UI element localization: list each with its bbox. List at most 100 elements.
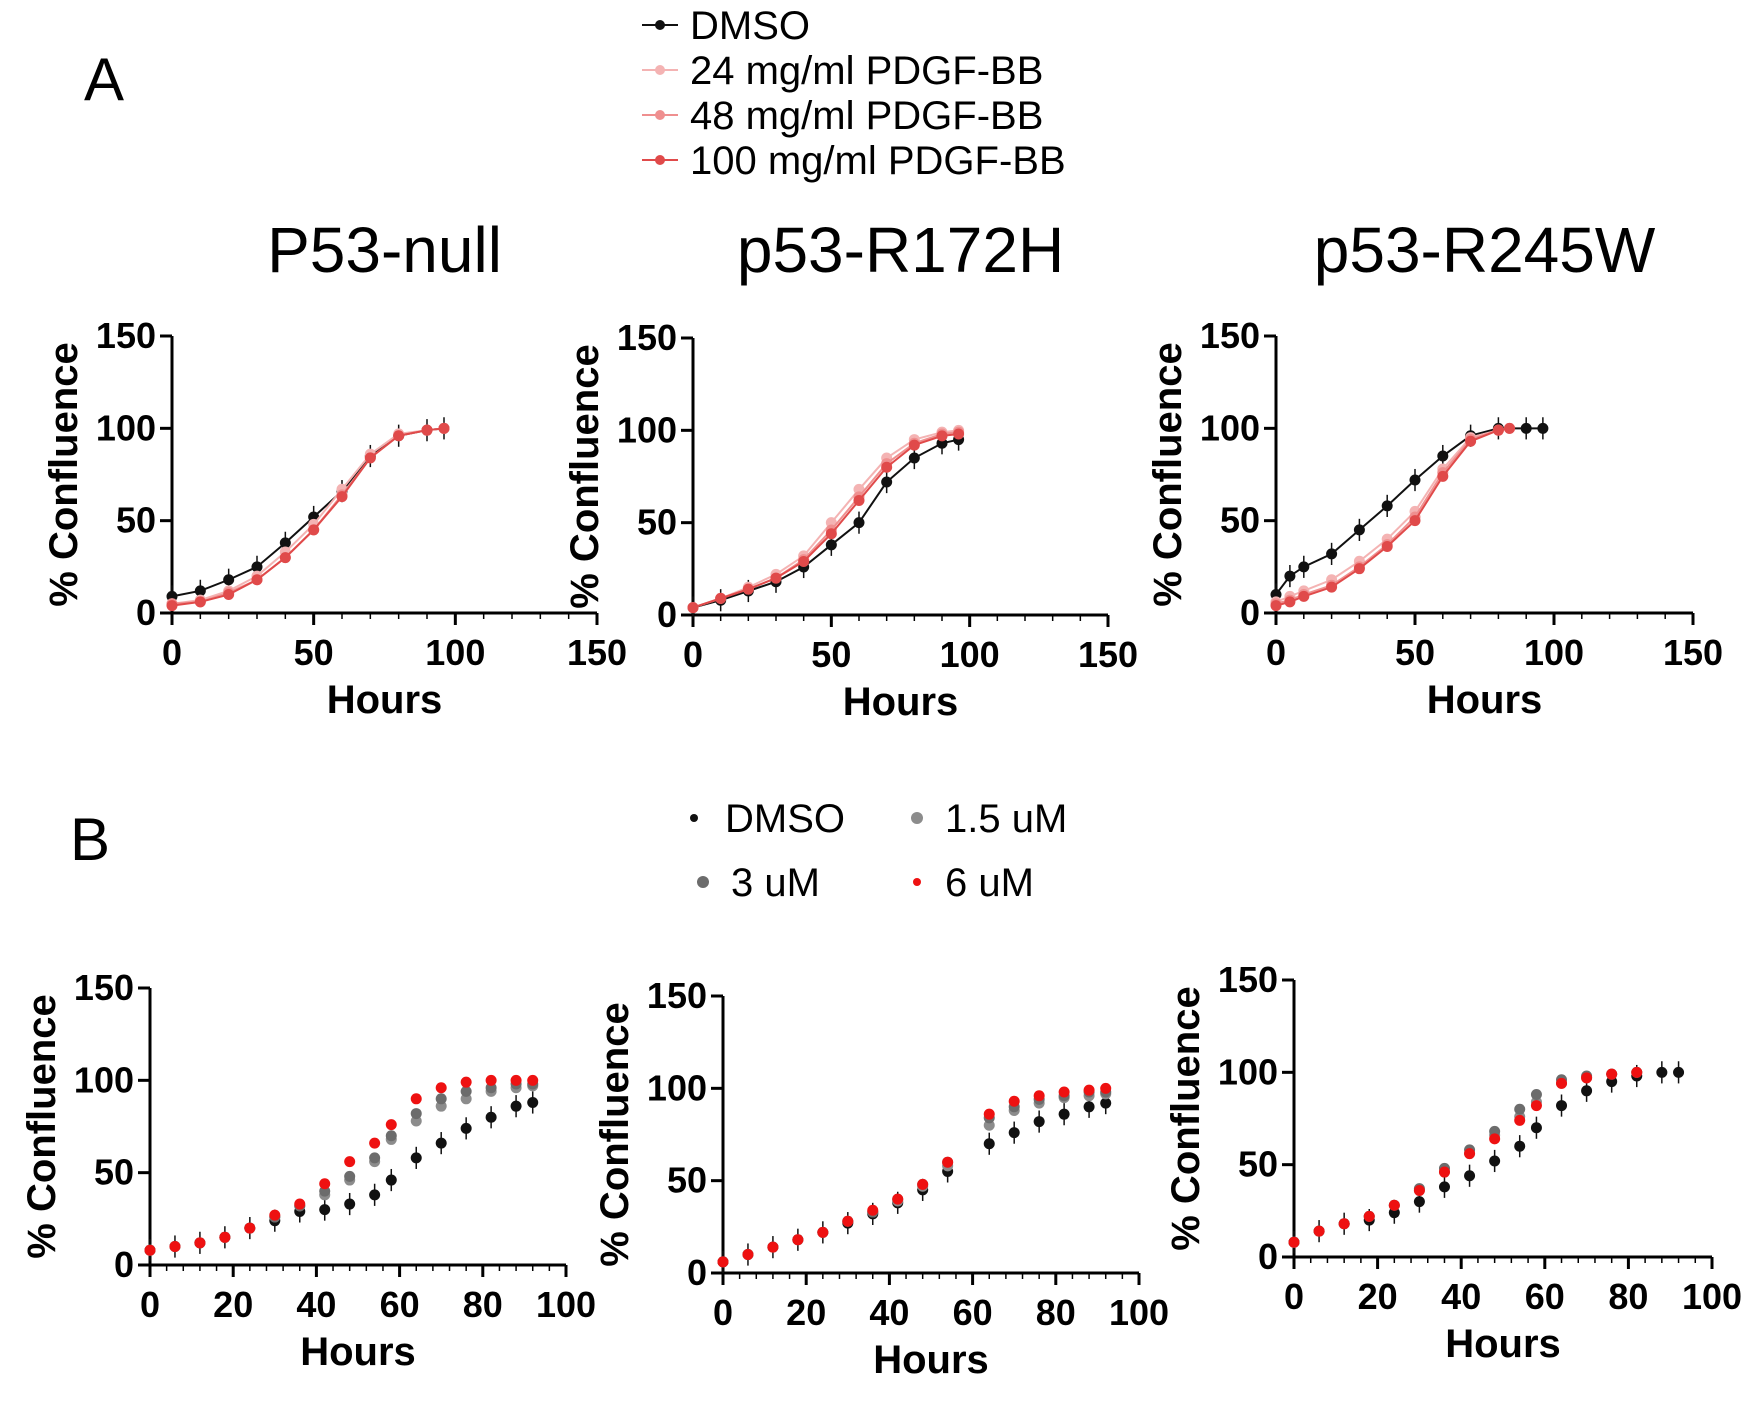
y-tick-label: 100 bbox=[74, 1059, 134, 1100]
x-tick-label: 20 bbox=[786, 1292, 826, 1333]
legend-a-item-dmso: DMSO bbox=[642, 4, 810, 48]
series-line bbox=[692, 438, 959, 609]
series-48-mg-ml-pdgf-bb bbox=[1270, 422, 1516, 610]
data-point bbox=[485, 1074, 497, 1086]
x-tick-label: 80 bbox=[1608, 1276, 1648, 1317]
data-point bbox=[853, 495, 865, 507]
data-point bbox=[344, 1198, 356, 1210]
data-point bbox=[687, 602, 699, 614]
data-point bbox=[942, 1156, 954, 1168]
y-axis-label: % Confluence bbox=[593, 1002, 637, 1266]
series-line bbox=[1275, 427, 1510, 603]
data-point bbox=[364, 452, 376, 464]
series-24-mg-ml-pdgf-bb bbox=[166, 422, 450, 610]
data-point bbox=[385, 1130, 397, 1142]
x-tick-label: 0 bbox=[683, 634, 703, 675]
data-point bbox=[742, 1249, 754, 1261]
data-point bbox=[1284, 596, 1296, 608]
data-point bbox=[1083, 1084, 1095, 1096]
chart-1: P53-null 0 50 100 150 0 50 100 150 Hours % Conflue… bbox=[42, 214, 627, 722]
chart-5: 0 50 100 150 0 20 40 60 80 100 Hours % Confluence bbox=[593, 975, 1169, 1382]
legend-b-marker-3 bbox=[697, 876, 709, 888]
data-point bbox=[1514, 1140, 1526, 1152]
y-tick-label: 0 bbox=[1258, 1236, 1278, 1277]
data-point bbox=[1537, 422, 1549, 434]
data-point bbox=[410, 1108, 422, 1120]
legend-a-label-100: 100 mg/ml PDGF-BB bbox=[690, 139, 1066, 183]
data-point bbox=[279, 552, 291, 564]
series-100-mg-ml-pdgf-bb bbox=[1270, 422, 1516, 612]
data-point bbox=[166, 600, 178, 612]
data-point bbox=[1464, 1170, 1476, 1182]
data-point bbox=[715, 592, 727, 604]
data-point bbox=[369, 1152, 381, 1164]
data-point bbox=[717, 1256, 729, 1268]
data-point bbox=[223, 589, 235, 601]
data-point bbox=[369, 1137, 381, 1149]
data-point bbox=[410, 1152, 422, 1164]
data-point bbox=[369, 1189, 381, 1201]
x-tick-label: 150 bbox=[567, 632, 627, 673]
legend-a-marker-24 bbox=[655, 65, 665, 75]
legend-b-marker-dmso bbox=[690, 814, 698, 822]
x-tick-label: 0 bbox=[140, 1284, 160, 1325]
x-tick-label: 100 bbox=[536, 1284, 596, 1325]
data-point bbox=[1581, 1085, 1593, 1097]
series-48-mg-ml-pdgf-bb bbox=[166, 422, 450, 610]
data-point bbox=[867, 1204, 879, 1216]
series-dmso bbox=[687, 428, 965, 619]
y-tick-label: 0 bbox=[136, 592, 156, 633]
data-point bbox=[1492, 424, 1504, 436]
data-point bbox=[1313, 1225, 1325, 1237]
data-point bbox=[460, 1122, 472, 1134]
data-point bbox=[1409, 474, 1421, 486]
x-tick-label: 80 bbox=[1036, 1292, 1076, 1333]
legend-a-marker-100 bbox=[655, 155, 665, 165]
data-point bbox=[1008, 1095, 1020, 1107]
series-line bbox=[171, 427, 445, 607]
legend-a-item-100: 100 mg/ml PDGF-BB bbox=[642, 139, 1066, 183]
series-line bbox=[171, 427, 445, 605]
data-point bbox=[460, 1085, 472, 1097]
x-tick-label: 80 bbox=[463, 1284, 503, 1325]
x-axis-label: Hours bbox=[873, 1338, 989, 1382]
series-line bbox=[171, 427, 445, 598]
data-point bbox=[1298, 561, 1310, 573]
series-3-um bbox=[144, 1078, 539, 1256]
data-point bbox=[908, 439, 920, 451]
series-line bbox=[1275, 427, 1510, 605]
data-point bbox=[1581, 1072, 1593, 1084]
legend-b-label-6: 6 uM bbox=[945, 861, 1034, 905]
y-tick-label: 0 bbox=[657, 594, 677, 635]
x-tick-label: 100 bbox=[1109, 1292, 1169, 1333]
data-point bbox=[798, 555, 810, 567]
data-point bbox=[1058, 1108, 1070, 1120]
data-point bbox=[435, 1082, 447, 1094]
legend-a-marker-dmso bbox=[655, 20, 665, 30]
series-100-mg-ml-pdgf-bb bbox=[687, 428, 965, 614]
data-point bbox=[953, 428, 965, 440]
data-point bbox=[194, 585, 206, 597]
data-point bbox=[1326, 548, 1338, 560]
data-point bbox=[825, 528, 837, 540]
y-tick-label: 100 bbox=[1200, 407, 1260, 448]
data-point bbox=[1381, 541, 1393, 553]
legend-b-label-dmso: DMSO bbox=[725, 797, 845, 841]
legend-a-marker-48 bbox=[655, 110, 665, 120]
data-point bbox=[169, 1241, 181, 1253]
data-point bbox=[144, 1244, 156, 1256]
y-tick-label: 0 bbox=[114, 1244, 134, 1285]
data-point bbox=[385, 1174, 397, 1186]
y-tick-label: 150 bbox=[647, 975, 707, 1016]
y-tick-label: 100 bbox=[617, 409, 677, 450]
x-axis-label: Hours bbox=[327, 678, 443, 722]
x-tick-label: 0 bbox=[713, 1292, 733, 1333]
data-point bbox=[1388, 1199, 1400, 1211]
data-point bbox=[881, 476, 893, 488]
series-6-um bbox=[1288, 1066, 1643, 1248]
legend-a-label-24: 24 mg/ml PDGF-BB bbox=[690, 49, 1043, 93]
data-point bbox=[219, 1231, 231, 1243]
legend-b-label-3: 3 uM bbox=[731, 861, 820, 905]
data-point bbox=[308, 524, 320, 536]
